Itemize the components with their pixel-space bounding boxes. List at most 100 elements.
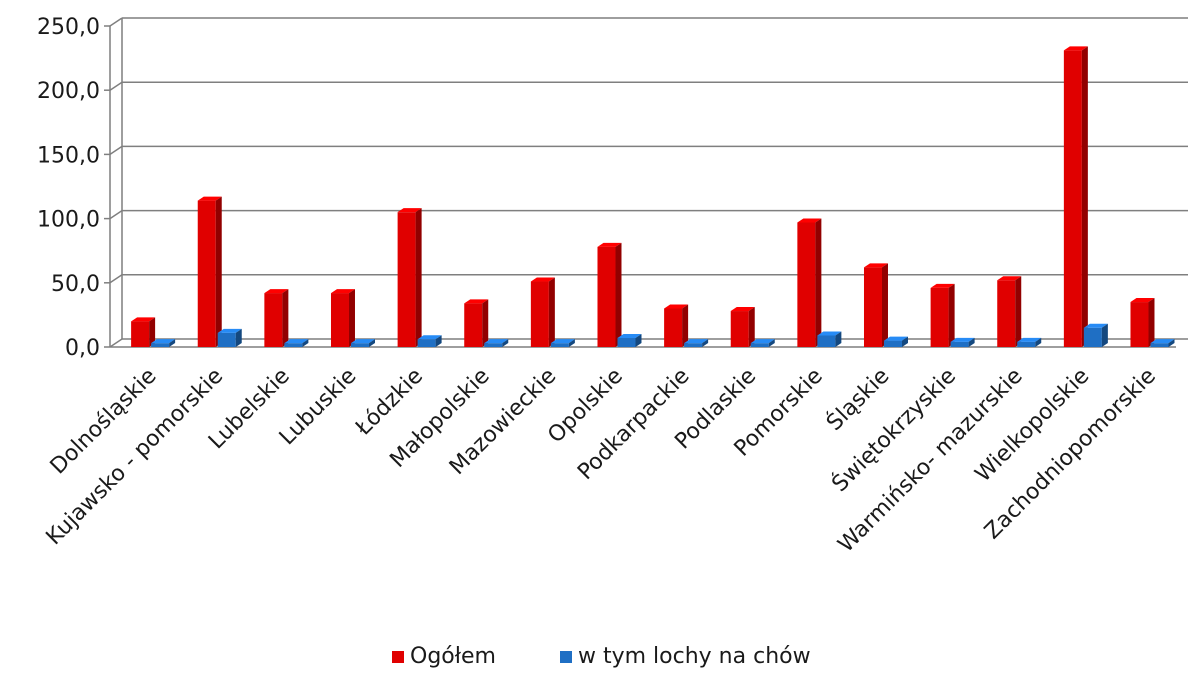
bar-side [548,277,555,347]
bar-top [930,283,955,288]
bar-top [1083,323,1108,328]
bar-ogolem-4 [330,289,355,347]
bar-side [948,283,955,347]
y-tick-label: 200,0 [37,79,100,104]
y-tick-label: 150,0 [37,143,100,168]
bar-side [881,263,888,347]
bar-top [817,331,842,336]
bar-front [750,343,769,347]
bar-side [215,196,222,347]
bar-lochy-16 [1150,339,1175,347]
bar-ogolem-2 [197,196,222,347]
bar-top [397,208,422,213]
bar-side [1015,276,1022,347]
bar-lochy-3 [284,339,309,347]
bar-front [1130,302,1149,347]
y-tick-label: 0,0 [65,336,100,361]
bar-front [131,321,150,347]
bar-front [417,339,436,347]
bar-side [835,331,842,347]
bar-front [684,343,703,347]
bar-side [815,218,822,347]
bar-ogolem-10 [730,307,755,347]
gridline-side [109,81,123,91]
bar-lochy-6 [484,339,509,347]
bar-top [997,276,1022,281]
bar-top [264,289,289,294]
bar-front [797,222,816,347]
bar-ogolem-16 [1130,298,1155,347]
bar-side [702,339,709,347]
bar-lochy-11 [817,331,842,347]
bar-side [968,337,975,347]
y-tick-label: 50,0 [51,272,100,297]
bar-side [169,339,176,347]
bar-side [615,242,622,347]
bar-front [217,332,236,347]
bar-lochy-15 [1083,323,1108,347]
bar-top [597,242,622,247]
bar-lochy-1 [151,339,176,347]
bar-lochy-2 [217,328,242,347]
bar-front [530,281,549,347]
bar-side [1168,339,1175,347]
bars [131,46,1175,348]
bar-ogolem-9 [664,304,689,347]
gridline-side [109,338,123,348]
bar-top [330,289,355,294]
bar-front [1083,327,1102,347]
bar-ogolem-6 [464,299,489,347]
gridline-side [109,209,123,220]
bar-side [502,339,509,347]
bar-lochy-10 [750,339,775,347]
bar-front [350,343,369,347]
bar-front [1017,341,1036,347]
bar-side [482,299,489,347]
bar-top [350,339,375,344]
bar-ogolem-7 [530,277,555,347]
legend-swatch-2 [560,651,572,663]
bar-ogolem-12 [863,263,888,347]
bar-top [684,339,709,344]
bar-front [197,200,216,347]
bar-front [151,343,170,347]
bar-top [664,304,689,309]
bar-side [149,317,156,347]
bar-side [282,289,289,347]
bar-front [284,343,303,347]
bar-top [950,337,975,342]
bar-side [568,339,575,347]
bar-front [1150,343,1169,347]
bar-front [730,311,749,347]
bar-front [264,293,283,347]
y-tick-label: 100,0 [37,208,100,233]
bar-front [1063,50,1082,348]
bar-side [1081,46,1088,348]
bar-top [417,335,442,340]
bar-top [797,218,822,223]
bar-front [997,280,1016,347]
bar-front [617,338,636,347]
bar-front [930,287,949,347]
bar-top [1017,337,1042,342]
bar-front [817,335,836,347]
bar-top [197,196,222,201]
bar-top [883,336,908,341]
legend-label-2: w tym lochy na chów [578,644,811,669]
bar-front [597,246,616,347]
bar-lochy-9 [684,339,709,347]
gridline-side [109,145,123,156]
x-tick-label: Wielkopolskie [971,364,1095,488]
y-tick-label: 250,0 [37,15,100,40]
bar-lochy-4 [350,339,375,347]
bar-front [664,308,683,347]
bar-side [348,289,355,347]
bar-front [464,303,483,347]
bar-ogolem-3 [264,289,289,347]
bar-front [550,343,569,347]
bar-front [330,293,349,347]
bar-top [1150,339,1175,344]
bar-top [284,339,309,344]
